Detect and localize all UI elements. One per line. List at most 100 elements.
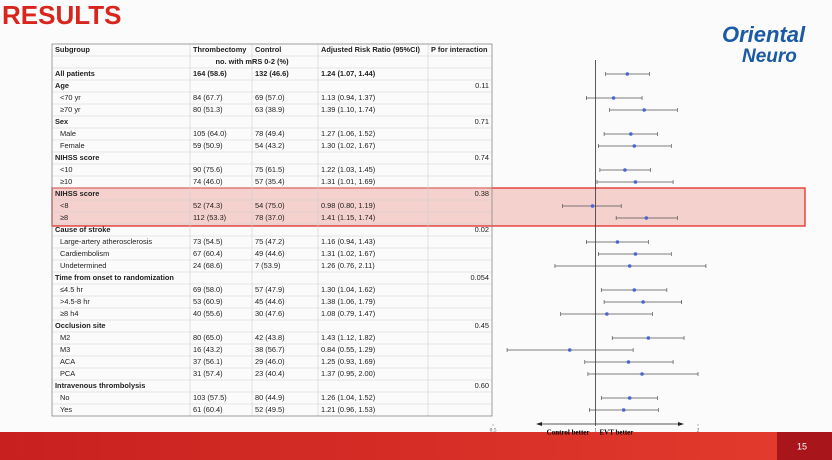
header-cell: Thrombectomy [193,45,247,54]
table-frame [51,43,493,417]
ratio-cell: 1.16 (0.94, 1.43) [321,237,375,246]
subgroup-cell: Large-artery atherosclerosis [60,237,152,246]
control-cell: 63 (38.9) [255,105,285,114]
estimate-point [646,336,651,340]
control-cell: 80 (44.9) [255,393,285,402]
evt-cell: 80 (65.0) [193,333,223,342]
control-cell: 52 (49.5) [255,405,285,414]
subgroup-cell: Female [60,141,85,150]
control-cell: 69 (57.0) [255,93,285,102]
subgroup-cell: ≥10 [60,177,72,186]
estimate-point [644,216,649,220]
subgroup-cell: Yes [60,405,72,414]
evt-cell: 16 (43.2) [193,345,223,354]
subgroup-cell: <8 [60,201,68,210]
ratio-cell: 1.38 (1.06, 1.79) [321,297,375,306]
estimate-point [605,312,609,316]
evt-cell: 31 (57.4) [193,369,223,378]
evt-cell: 37 (56.1) [193,357,223,366]
estimate-point [641,300,645,304]
control-cell: 75 (61.5) [255,165,285,174]
p-cell: 0.02 [475,225,489,234]
control-cell: 78 (49.4) [255,129,285,138]
logo-line2: Neuro [742,46,797,67]
control-cell: 78 (37.0) [255,213,285,222]
estimate-point [633,180,638,184]
ratio-cell: 1.31 (1.02, 1.67) [321,249,375,258]
page-number-box [777,432,832,460]
control-cell: 54 (75.0) [255,201,285,210]
estimate-point [615,240,620,244]
estimate-point [642,108,646,112]
estimate-point [611,96,616,100]
control-cell: 54 (43.2) [255,141,285,150]
ratio-cell: 1.26 (0.76, 2.11) [321,261,375,270]
subgroup-cell: All patients [55,69,95,78]
estimate-point [625,72,630,76]
header-cell: Control [255,45,281,54]
subgroup-cell: Undetermined [60,261,106,270]
estimate-point [626,360,631,364]
subgroup-cell: ≤4.5 hr [60,285,83,294]
estimate-point [633,252,638,256]
subgroup-cell: <10 [60,165,73,174]
evt-cell: 59 (50.9) [193,141,223,150]
subgroup-cell: M3 [60,345,70,354]
subgroup-cell: Time from onset to randomization [55,273,174,282]
ratio-cell: 1.41 (1.15, 1.74) [321,213,375,222]
ratio-cell: 1.08 (0.79, 1.47) [321,309,375,318]
subgroup-cell: ≥8 [60,213,68,222]
control-cell: 57 (47.9) [255,285,285,294]
arrow-left [536,422,542,426]
ratio-cell: 1.31 (1.01, 1.69) [321,177,375,186]
header-cell: Adjusted Risk Ratio (95%CI) [321,45,421,54]
control-cell: 75 (47.2) [255,237,285,246]
footer-bar [0,432,777,460]
evt-cell: 164 (58.6) [193,69,227,78]
subgroup-cell: NIHSS score [55,189,99,198]
evt-cell: 24 (68.6) [193,261,223,270]
subgroup-cell: Intravenous thrombolysis [55,381,145,390]
ratio-cell: 1.43 (1.12, 1.82) [321,333,375,342]
p-cell: 0.38 [475,189,489,198]
control-cell: 29 (46.0) [255,357,285,366]
evt-cell: 61 (60.4) [193,405,223,414]
p-cell: 0.11 [475,81,489,90]
subgroup-cell: M2 [60,333,70,342]
control-cell: 57 (35.4) [255,177,285,186]
x-tick-label: 2 [697,427,700,433]
estimate-point [629,132,633,136]
ratio-cell: 1.25 (0.93, 1.69) [321,357,375,366]
logo-line1: Oriental [722,22,806,47]
evt-cell: 84 (67.7) [193,93,223,102]
subgroup-cell: Cause of stroke [55,225,110,234]
highlight-box [51,187,806,227]
subgroup-cell: Male [60,129,76,138]
p-cell: 0.71 [475,117,489,126]
subgroup-cell: Age [55,81,69,90]
evt-cell: 80 (51.3) [193,105,223,114]
evt-cell: 40 (55.6) [193,309,223,318]
evt-cell: 53 (60.9) [193,297,223,306]
subgroup-cell: No [60,393,69,402]
subgroup-cell: Cardiembolism [60,249,109,258]
ratio-cell: 0.84 (0.55, 1.29) [321,345,375,354]
subheader: no. with mRS 0-2 (%) [215,57,289,66]
evt-cell: 52 (74.3) [193,201,223,210]
estimate-point [627,264,632,268]
control-cell: 30 (47.6) [255,309,285,318]
ratio-cell: 1.21 (0.96, 1.53) [321,405,375,414]
subgroup-cell: ≥8 h4 [60,309,78,318]
estimate-point [632,288,637,292]
ratio-cell: 1.30 (1.04, 1.62) [321,285,375,294]
ratio-cell: 1.27 (1.06, 1.52) [321,129,375,138]
subgroup-cell: NIHSS score [55,153,99,162]
ratio-cell: 1.24 (1.07, 1.44) [321,69,376,78]
evt-cell: 67 (60.4) [193,249,223,258]
ratio-cell: 1.22 (1.03, 1.45) [321,165,375,174]
x-tick-label: 0.5 [490,427,497,433]
ratio-cell: 1.39 (1.10, 1.74) [321,105,375,114]
control-cell: 42 (43.8) [255,333,285,342]
control-cell: 7 (53.9) [255,261,280,270]
ratio-cell: 0.98 (0.80, 1.19) [321,201,375,210]
